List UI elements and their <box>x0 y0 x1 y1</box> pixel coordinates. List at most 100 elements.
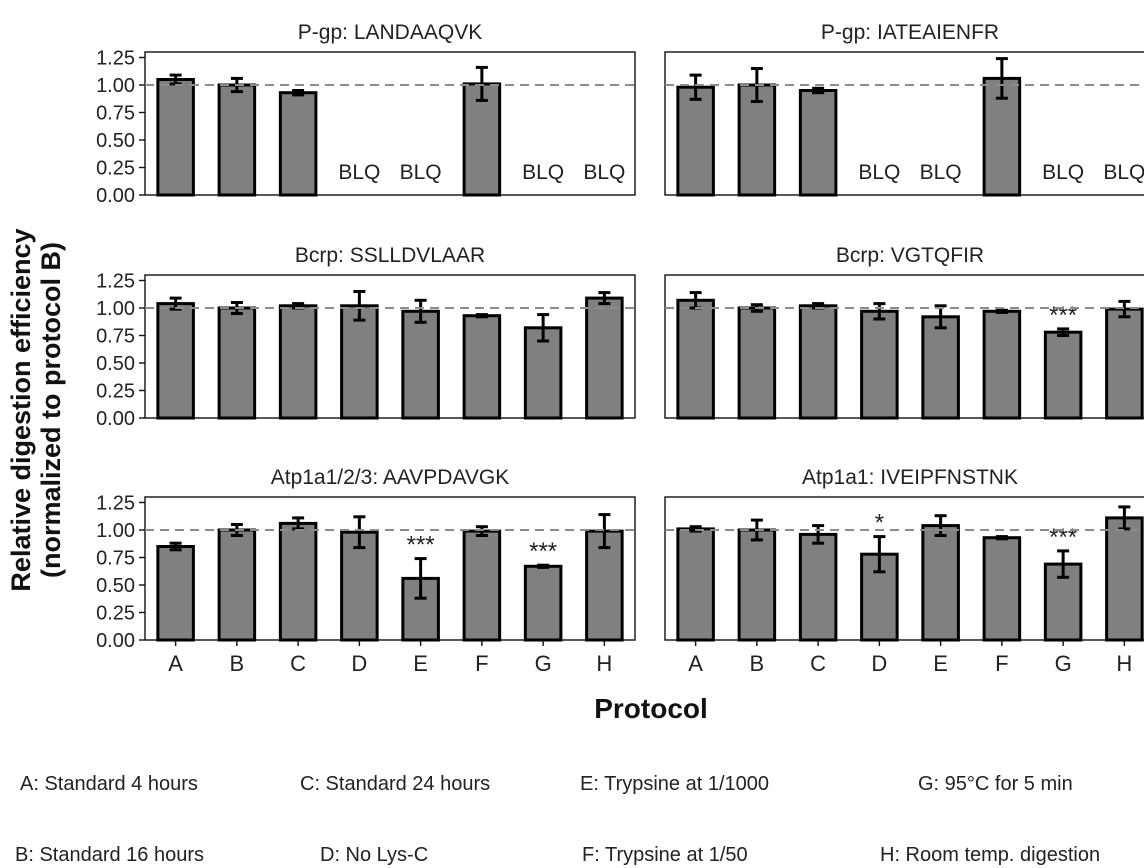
bar-b <box>217 83 257 197</box>
bar-c <box>798 304 838 420</box>
bar-e <box>921 315 960 420</box>
bar-f <box>462 314 502 420</box>
x-tick-label: A <box>688 651 703 676</box>
panel-frame <box>144 496 636 641</box>
y-tick-label: 1.00 <box>96 520 135 542</box>
panel-title: Atp1a1: IVEIPFNSTNK <box>802 466 1018 489</box>
bar-a <box>156 78 195 197</box>
bar-h <box>585 296 624 420</box>
y-tick-label: 0.75 <box>96 548 135 570</box>
bar-a <box>676 527 715 642</box>
x-tick-label: G <box>535 651 552 676</box>
panel-2: P-gp: IATEAIENFR BLQ BLQ BLQ BLQ <box>664 21 1144 197</box>
y-tick-label: 0.25 <box>96 603 135 625</box>
bar-a <box>676 298 715 420</box>
legend-item-g: G: 95°C for 5 min <box>918 773 1073 795</box>
y-tick-label: 0.50 <box>96 575 135 597</box>
blq-label: BLQ <box>583 161 625 184</box>
bar-d <box>340 530 379 642</box>
bar-c <box>278 521 318 642</box>
bar-a <box>156 545 195 642</box>
bar-h <box>1105 307 1144 420</box>
y-tick-label: 0.00 <box>96 185 135 207</box>
y-tick-label: 1.25 <box>96 493 135 515</box>
blq-label: BLQ <box>1103 161 1144 184</box>
panels: P-gp: LANDAAQVK0.000.250.500.751.001.25B… <box>96 21 1144 676</box>
panel-title: P-gp: IATEAIENFR <box>821 21 999 44</box>
panel-title: P-gp: LANDAAQVK <box>298 21 482 44</box>
y-tick-label: 0.00 <box>96 408 135 430</box>
legend-item-e: E: Trypsine at 1/1000 <box>580 773 770 795</box>
panel-title: Atp1a1/2/3: AAVPDAVGK <box>271 466 510 489</box>
panel-5: Atp1a1/2/3: AAVPDAVGK 0.00 0.25 0.50 0.75 1.0… <box>96 466 636 676</box>
bar-c <box>798 532 838 642</box>
bar-a <box>676 85 715 197</box>
panel-frame <box>144 51 636 196</box>
x-tick-label: E <box>933 651 948 676</box>
panel-title: Bcrp: VGTQFIR <box>836 244 984 267</box>
y-axis-label-line2: (normalized to protocol B) <box>36 242 66 578</box>
y-tick-label: 0.50 <box>96 130 135 152</box>
significance-label: * <box>875 510 884 537</box>
x-tick-label: C <box>810 651 826 676</box>
blq-label: BLQ <box>1042 161 1084 184</box>
legend-item-b: B: Standard 16 hours <box>15 844 205 866</box>
x-tick-label: D <box>351 651 367 676</box>
significance-label: *** <box>1049 302 1077 329</box>
legend-item-f: F: Trypsine at 1/50 <box>582 844 748 866</box>
panel-frame <box>664 496 1144 641</box>
y-tick-label: 0.75 <box>96 103 135 125</box>
x-tick-label: G <box>1055 651 1072 676</box>
bar-f <box>982 309 1022 420</box>
y-tick-label: 0.25 <box>96 381 135 403</box>
legend-item-c: C: Standard 24 hours <box>300 773 491 795</box>
x-axis-label: Protocol <box>594 693 708 724</box>
bar-h <box>1105 516 1144 642</box>
bar-g <box>523 326 563 420</box>
y-tick-label: 0.50 <box>96 353 135 375</box>
legend-item-d: D: No Lys-C <box>320 844 429 866</box>
bar-c <box>278 304 318 420</box>
x-tick-label: B <box>750 651 765 676</box>
x-tick-label: C <box>290 651 306 676</box>
bar-b <box>737 306 777 420</box>
x-tick-label: A <box>168 651 183 676</box>
significance-label: *** <box>407 532 435 559</box>
bar-b <box>217 528 257 642</box>
x-tick-label: H <box>596 651 612 676</box>
x-tick-label: B <box>230 651 245 676</box>
significance-label: *** <box>1049 524 1077 551</box>
x-tick-label: E <box>413 651 428 676</box>
blq-label: BLQ <box>338 161 380 184</box>
panel-4: Bcrp: VGTQFIR *** <box>664 244 1144 420</box>
panel-frame <box>664 274 1144 419</box>
y-tick-label: 0.25 <box>96 158 135 180</box>
bar-f <box>462 529 502 642</box>
y-tick-label: 1.00 <box>96 75 135 97</box>
blq-label: BLQ <box>522 161 564 184</box>
x-tick-label: F <box>475 651 488 676</box>
bar-d <box>860 309 899 420</box>
blq-label: BLQ <box>858 161 900 184</box>
blq-label: BLQ <box>400 161 442 184</box>
bar-e <box>401 309 440 420</box>
panel-frame <box>144 274 636 419</box>
y-tick-label: 1.00 <box>96 298 135 320</box>
blq-label: BLQ <box>920 161 962 184</box>
y-tick-label: 0.00 <box>96 630 135 652</box>
panel-6: Atp1a1: IVEIPFNSTNK A B C * D E F *** G H <box>664 466 1144 676</box>
bar-f <box>982 536 1022 642</box>
panel-title: Bcrp: SSLLDVLAAR <box>295 244 485 267</box>
panel-1: P-gp: LANDAAQVK 0.00 0.25 0.50 0.75 1.00 1.25 B… <box>96 21 636 207</box>
x-tick-label: F <box>995 651 1008 676</box>
y-tick-label: 1.25 <box>96 271 135 293</box>
panel-3: Bcrp: SSLLDVLAAR 0.00 0.25 0.50 0.75 1.00 1.25 <box>96 244 636 430</box>
bar-b <box>217 306 257 420</box>
bar-d <box>340 304 379 420</box>
bar-e <box>921 524 960 642</box>
x-tick-label: H <box>1116 651 1132 676</box>
y-tick-label: 0.75 <box>96 326 135 348</box>
x-tick-label: D <box>871 651 887 676</box>
bar-a <box>156 302 195 420</box>
